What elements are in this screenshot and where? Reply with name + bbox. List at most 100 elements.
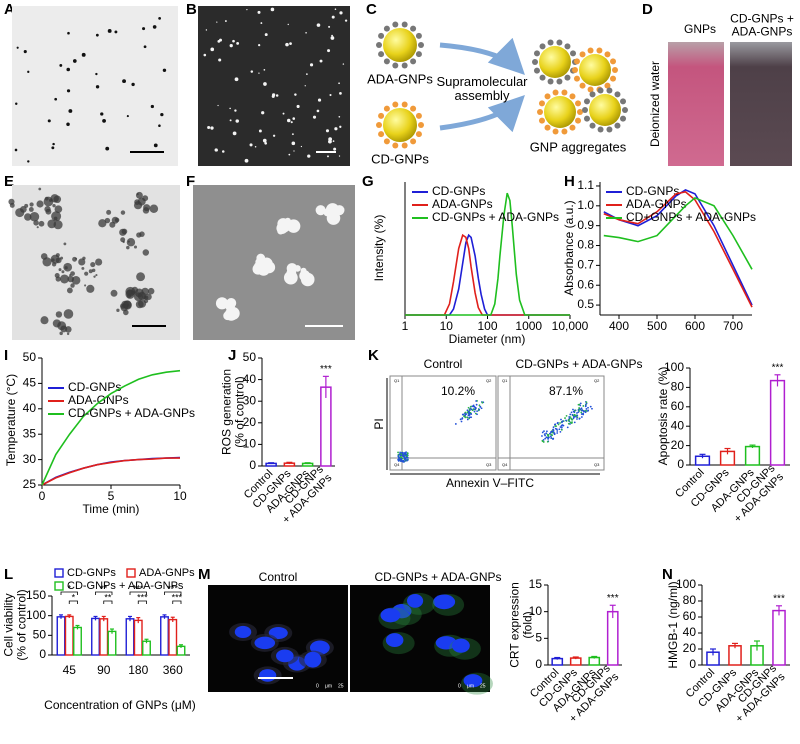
aggregate (286, 219, 301, 233)
y-tick-label: 0.6 (577, 277, 594, 291)
schematic-label: GNP aggregates (530, 139, 627, 154)
aggregate (53, 216, 58, 221)
ligand (392, 21, 399, 28)
event (585, 408, 588, 410)
event (547, 438, 550, 440)
ligand (606, 126, 613, 133)
aggregate (98, 219, 107, 228)
legend-label: CD-GNPs (432, 184, 485, 198)
y-axis-label: CRT expression(fold) (508, 582, 535, 668)
event (545, 432, 548, 435)
particle (338, 82, 340, 85)
aggregate (139, 231, 145, 237)
axis-label: Annexin V–FITC (446, 476, 534, 490)
data-line (41, 369, 181, 486)
event (569, 413, 572, 416)
aggregate (106, 209, 112, 215)
aggregate (84, 271, 89, 276)
aggregate (119, 228, 127, 236)
aggregate (81, 266, 85, 270)
aggregate (66, 287, 73, 294)
y-tick-label: 0.5 (577, 297, 594, 311)
particle (287, 23, 289, 26)
ligand (606, 87, 613, 94)
ligand (583, 115, 590, 122)
particle (131, 82, 135, 87)
event (549, 435, 552, 438)
particle (289, 42, 292, 45)
scale-text: 25 (338, 683, 344, 689)
particle (330, 36, 335, 40)
event (569, 421, 572, 424)
aggregate (143, 298, 149, 304)
particle (327, 49, 331, 53)
event (558, 428, 561, 431)
event (585, 410, 588, 412)
ligand (570, 50, 577, 57)
y-tick-label: 40 (683, 625, 697, 639)
particle (47, 119, 51, 123)
ligand (596, 47, 603, 54)
ligand (573, 75, 580, 82)
event (546, 430, 548, 433)
y-axis-label: Temperature (°C) (4, 374, 18, 466)
column-label: Control (259, 570, 298, 584)
aggregate (75, 257, 78, 260)
nucleus (258, 669, 277, 682)
particle (142, 27, 146, 31)
aggregate (110, 289, 118, 297)
ligand (392, 101, 399, 108)
event (559, 430, 562, 433)
aggregate (260, 257, 273, 270)
particle (232, 131, 237, 136)
event (468, 409, 471, 411)
event (584, 405, 587, 408)
ligand (614, 91, 621, 98)
bar (160, 616, 169, 656)
particle (307, 154, 311, 158)
bar (56, 616, 66, 656)
aggregate (59, 331, 63, 336)
ligand (533, 67, 540, 74)
ligand (604, 51, 611, 58)
bar (168, 618, 178, 656)
y-tick-label: 80 (671, 380, 685, 394)
particle (306, 73, 308, 75)
aggregate (135, 300, 144, 309)
particle (214, 148, 218, 152)
particle (332, 140, 335, 143)
particle (158, 16, 161, 20)
aggregate (78, 258, 86, 266)
particle (203, 53, 207, 57)
particle (95, 72, 98, 76)
particle (290, 121, 293, 124)
event (464, 413, 467, 416)
y-axis-label: Absorbance (a.u.) (562, 200, 576, 295)
event (459, 418, 462, 421)
ligand (589, 122, 596, 129)
quadrant-label: Q4 (502, 462, 508, 467)
aggregate (63, 242, 67, 246)
x-tick-label: 10,000 (552, 319, 589, 333)
particle (160, 113, 164, 117)
ligand (383, 105, 390, 112)
event (560, 426, 563, 429)
ligand (538, 117, 545, 124)
aggregate (61, 270, 65, 274)
scale-text: 0 (316, 683, 319, 689)
bar (73, 626, 82, 656)
aggregate (53, 195, 62, 204)
y-axis-label: Cell viability(% of control) (2, 589, 29, 660)
y-tick-label: 100 (676, 577, 696, 591)
event (559, 422, 561, 424)
event (400, 460, 402, 463)
ligand (401, 101, 408, 108)
bar (64, 615, 74, 656)
particle (288, 153, 291, 156)
event (579, 404, 582, 407)
data-line (603, 196, 753, 270)
significance: *** (772, 362, 784, 373)
ligand (575, 117, 582, 124)
aggregate (15, 208, 25, 218)
x-tick-label: 1 (402, 319, 409, 333)
